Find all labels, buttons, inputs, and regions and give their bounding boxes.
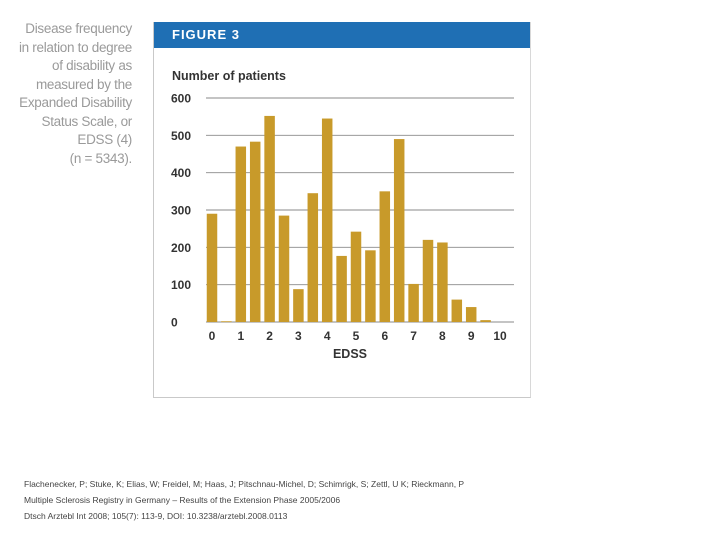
bar <box>264 115 275 322</box>
bar <box>235 146 247 322</box>
y-tick-label: 0 <box>171 316 178 330</box>
bar <box>336 255 347 322</box>
citation: Flachenecker, P; Stuke, K; Elias, W; Fre… <box>24 476 464 524</box>
bar-chart: Number of patients EDSS 0100200300400500… <box>171 69 514 361</box>
bar <box>249 141 261 322</box>
x-tick-label: 6 <box>381 329 388 343</box>
bar <box>379 191 391 322</box>
figure-caption: Disease frequency in relation to degree … <box>8 20 132 168</box>
x-tick-label: 10 <box>493 329 507 343</box>
bar <box>321 118 333 323</box>
x-tick-label: 5 <box>353 329 360 343</box>
bar <box>278 215 290 322</box>
bar <box>221 321 232 323</box>
bar <box>293 289 304 322</box>
y-tick-label: 600 <box>171 92 191 106</box>
caption-line: Status Scale, or <box>41 113 133 129</box>
y-axis-label: Number of patients <box>172 69 286 83</box>
bar <box>393 139 405 322</box>
bar <box>365 250 376 322</box>
bar <box>422 239 434 322</box>
y-tick-label: 500 <box>171 129 191 143</box>
y-tick-label: 200 <box>171 241 191 255</box>
x-tick-label: 4 <box>324 329 331 343</box>
caption-line: Disease frequency <box>25 21 132 36</box>
caption-line: (n = 5343). <box>69 150 133 166</box>
x-tick-label: 2 <box>266 329 273 343</box>
y-tick-label: 300 <box>171 204 191 218</box>
caption-line: EDSS (4) <box>77 132 132 147</box>
bar <box>465 307 477 322</box>
bar <box>480 320 491 322</box>
citation-title: Multiple Sclerosis Registry in Germany –… <box>24 495 341 505</box>
citation-reference: Dtsch Arztebl Int 2008; 105(7): 113-9, D… <box>24 511 288 521</box>
bar <box>408 283 419 322</box>
caption-line: of disability as <box>52 58 132 73</box>
citation-authors: Flachenecker, P; Stuke, K; Elias, W; Fre… <box>24 479 465 489</box>
bar <box>206 213 218 322</box>
x-axis-label: EDSS <box>333 347 367 361</box>
x-tick-label: 9 <box>468 329 475 343</box>
bar <box>307 193 319 322</box>
x-tick-label: 7 <box>410 329 417 343</box>
figure-label: FIGURE 3 <box>172 27 240 42</box>
x-tick-label: 0 <box>209 329 216 343</box>
x-tick-label: 8 <box>439 329 446 343</box>
bar <box>350 231 362 322</box>
bar <box>451 299 463 322</box>
y-tick-label: 100 <box>171 278 191 292</box>
figure-header: FIGURE 3 <box>154 22 530 48</box>
bar <box>437 242 448 322</box>
x-tick-label: 1 <box>237 329 244 343</box>
caption-line: Expanded Disability <box>19 95 132 110</box>
figure-panel: FIGURE 3 Number of patients EDSS 0 100 200… <box>153 22 531 398</box>
y-tick-label: 400 <box>171 166 191 180</box>
caption-line: in relation to degree <box>18 39 132 55</box>
x-tick-label: 3 <box>295 329 302 343</box>
caption-line: measured by the <box>35 76 132 92</box>
